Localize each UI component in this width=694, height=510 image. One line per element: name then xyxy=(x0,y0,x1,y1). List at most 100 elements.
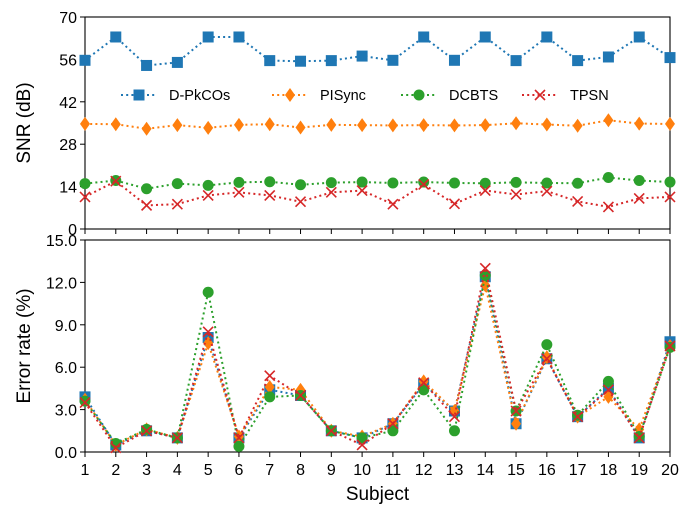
top-series-pisync-point xyxy=(541,117,552,132)
top-series-tpsn-point xyxy=(110,175,122,187)
bottom-series-tpsn-point xyxy=(633,432,645,444)
bottom-x-tick-label: 9 xyxy=(327,462,336,479)
bottom-series-tpsn xyxy=(79,262,676,454)
legend-d-pkcos-marker xyxy=(133,89,145,101)
legend: D-PkCOs PISync DCBTS TPSN xyxy=(121,88,609,104)
top-series-tpsn-point-stroke-b xyxy=(264,189,276,201)
bottom-series-tpsn-point-stroke-b xyxy=(602,384,614,396)
bottom-series-tpsn-point-stroke-b xyxy=(264,370,276,382)
top-series-d-pkcos-point xyxy=(510,55,522,67)
bottom-series-tpsn-point xyxy=(141,425,153,437)
bottom-series-tpsn-point-stroke-b xyxy=(541,353,553,365)
bottom-series-tpsn-point xyxy=(79,396,91,409)
bottom-series-tpsn-point xyxy=(356,439,368,451)
legend-dcbts-label: DCBTS xyxy=(449,88,498,104)
bottom-series-dcbts-point xyxy=(233,440,245,452)
bottom-x-tick-label: 3 xyxy=(142,462,151,479)
top-y-axis-label: SNR (dB) xyxy=(14,82,35,163)
top-series-tpsn-point xyxy=(479,184,491,197)
top-series-d-pkcos-point xyxy=(110,31,122,43)
bottom-series-tpsn-point-stroke-b xyxy=(141,425,153,437)
top-series-pisync-point xyxy=(326,117,337,132)
bottom-y-tick-label: 0.0 xyxy=(55,445,77,462)
bottom-x-tick-label: 5 xyxy=(204,462,213,479)
top-series-tpsn-point xyxy=(572,195,584,208)
bottom-x-tick-label: 13 xyxy=(446,462,464,479)
top-series-tpsn-point xyxy=(325,186,337,198)
bottom-series-tpsn-line xyxy=(84,268,671,450)
top-series-tpsn xyxy=(79,175,676,213)
top-series-tpsn-point-stroke-b xyxy=(110,175,122,187)
bottom-series-dcbts xyxy=(79,269,676,452)
bottom-series-pisync-point xyxy=(511,416,522,431)
bottom-series-tpsn-point xyxy=(233,432,245,444)
bottom-series-tpsn-point-stroke-b xyxy=(448,411,461,423)
top-series-tpsn-point-stroke-b xyxy=(664,191,676,203)
top-series-dcbts-point xyxy=(664,176,676,188)
top-series-tpsn-point xyxy=(510,188,522,201)
bottom-series-tpsn-point xyxy=(110,442,122,454)
legend-tpsn-marker-stroke-b xyxy=(534,89,546,101)
top-series-tpsn-point xyxy=(264,189,276,201)
bottom-series-tpsn-point-stroke-b xyxy=(233,432,245,444)
top-series-tpsn-point-stroke-b xyxy=(294,196,307,208)
top-series-pisync-point xyxy=(449,118,460,133)
top-y-tick-label: 14 xyxy=(59,180,77,197)
bottom-series-dcbts-point xyxy=(356,432,368,444)
bottom-series-tpsn-point-stroke-b xyxy=(325,425,337,437)
top-series-d-pkcos xyxy=(79,31,676,71)
legend-pisync-label: PISync xyxy=(320,88,366,104)
top-series-tpsn-point xyxy=(79,191,91,203)
top-series-tpsn-point xyxy=(141,199,153,211)
bottom-series-tpsn-point-stroke-b xyxy=(510,405,522,417)
top-series-tpsn-point xyxy=(294,196,307,208)
top-series-tpsn-point xyxy=(233,186,245,198)
bottom-series-tpsn-point-stroke-b xyxy=(479,262,491,274)
bottom-y-tick-label: 12.0 xyxy=(46,275,77,292)
top-series-tpsn-point xyxy=(418,178,430,191)
top-series-dcbts-point xyxy=(171,178,183,190)
top-series-dcbts-point xyxy=(356,176,368,188)
bottom-y-tick-label: 9.0 xyxy=(55,318,77,335)
top-series-dcbts-point xyxy=(264,176,276,188)
bottom-x-tick-label: 11 xyxy=(385,462,402,479)
top-series-d-pkcos-point xyxy=(602,51,614,63)
top-series-d-pkcos-point xyxy=(356,50,368,62)
bottom-series-dcbts-point xyxy=(202,286,214,298)
top-series-pisync-point xyxy=(233,117,244,132)
bottom-series-tpsn-point xyxy=(202,326,214,338)
bottom-series-dcbts-point xyxy=(479,269,491,281)
bottom-series-tpsn-point-stroke-b xyxy=(356,439,368,451)
top-series-dcbts-point xyxy=(448,177,460,189)
top-series-tpsn-point-stroke-b xyxy=(141,199,153,211)
top-series-tpsn-point-stroke-b xyxy=(356,184,368,197)
top-series-d-pkcos-point xyxy=(664,52,676,64)
top-series-d-pkcos-point xyxy=(633,31,645,43)
top-series-dcbts-point xyxy=(633,175,645,187)
top-series-dcbts-point xyxy=(79,178,91,190)
bottom-series-tpsn-point xyxy=(541,353,553,365)
top-series-tpsn-point-stroke-b xyxy=(171,198,183,210)
bottom-series-tpsn-point xyxy=(664,340,676,352)
bottom-x-tick-label: 14 xyxy=(476,462,494,479)
bottom-series-dcbts-point xyxy=(418,384,430,396)
bottom-series-d-pkcos-line xyxy=(84,276,671,447)
bottom-series-tpsn-point xyxy=(572,411,584,423)
bottom-x-tick-label: 8 xyxy=(296,462,305,479)
top-series-tpsn-point xyxy=(633,192,645,204)
top-y-tick-label: 70 xyxy=(59,10,77,27)
top-series-pisync-point xyxy=(203,120,214,135)
top-series-d-pkcos-point xyxy=(418,31,430,43)
bottom-series-tpsn-point xyxy=(510,405,522,417)
top-series-pisync-point xyxy=(480,118,491,133)
bottom-series-dcbts-point xyxy=(572,409,584,421)
top-series-tpsn-point xyxy=(541,185,553,197)
bottom-series-dcbts-point xyxy=(264,391,276,403)
top-series-tpsn-point-stroke-b xyxy=(602,201,614,213)
bottom-series-tpsn-point-stroke-b xyxy=(110,442,122,454)
top-series-pisync-line xyxy=(84,119,671,130)
top-series-pisync-point xyxy=(665,116,675,131)
top-series-d-pkcos-point xyxy=(171,56,183,68)
top-series-d-pkcos-point xyxy=(264,55,276,67)
bottom-series-dcbts-line xyxy=(84,275,671,450)
